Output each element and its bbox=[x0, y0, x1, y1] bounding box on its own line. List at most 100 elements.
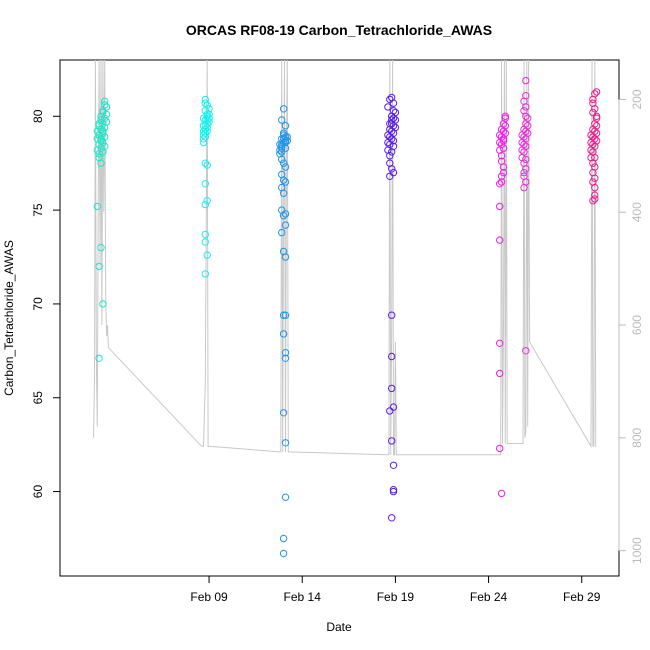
data-point bbox=[386, 95, 394, 104]
data-point bbox=[499, 163, 508, 171]
data-point bbox=[205, 110, 213, 119]
data-point bbox=[496, 180, 504, 188]
data-point bbox=[279, 534, 288, 543]
data-point bbox=[279, 330, 288, 338]
data-point bbox=[499, 144, 508, 152]
data-point bbox=[496, 339, 504, 347]
data-point bbox=[386, 152, 394, 160]
y-tick-label: 60 bbox=[31, 485, 45, 499]
data-point bbox=[95, 262, 103, 271]
x-tick-label: Feb 24 bbox=[470, 590, 508, 604]
data-point bbox=[524, 114, 532, 122]
x-tick-label: Feb 14 bbox=[284, 590, 322, 604]
data-point bbox=[205, 105, 213, 113]
data-point bbox=[592, 129, 601, 137]
data-point bbox=[391, 116, 400, 124]
data-point bbox=[589, 197, 597, 205]
data-point bbox=[591, 183, 599, 192]
data-point bbox=[389, 107, 398, 115]
data-point bbox=[203, 112, 211, 121]
data-point bbox=[391, 123, 400, 132]
data-point bbox=[388, 311, 396, 319]
x-tick-label: Feb 29 bbox=[563, 590, 601, 604]
right-tick-label: 400 bbox=[630, 202, 644, 222]
data-point bbox=[501, 112, 509, 121]
data-point bbox=[592, 112, 601, 121]
data-point bbox=[499, 137, 508, 145]
data-point bbox=[389, 99, 398, 107]
data-point bbox=[499, 168, 508, 177]
data-point bbox=[501, 129, 509, 137]
data-point bbox=[95, 354, 103, 362]
data-point bbox=[497, 172, 506, 181]
y-axis-label: Carbon_Tetrachloride_AWAS bbox=[2, 240, 16, 396]
data-point bbox=[99, 127, 107, 136]
data-point bbox=[496, 369, 504, 378]
x-tick-label: Feb 19 bbox=[377, 590, 415, 604]
data-point bbox=[199, 114, 208, 122]
y-tick-label: 75 bbox=[31, 203, 45, 217]
data-point bbox=[279, 311, 288, 319]
data-point bbox=[278, 228, 286, 237]
data-point bbox=[279, 409, 288, 417]
data-point bbox=[591, 174, 599, 182]
data-point bbox=[386, 120, 394, 128]
data-point bbox=[389, 487, 398, 496]
data-point bbox=[201, 159, 210, 167]
x-axis: Feb 09 Feb 14 Feb 19 Feb 24 Feb 29 bbox=[190, 575, 601, 604]
data-point bbox=[497, 178, 506, 186]
data-point bbox=[389, 461, 398, 469]
points-layer bbox=[93, 76, 601, 558]
data-point bbox=[522, 76, 530, 85]
data-point bbox=[102, 118, 111, 126]
data-point bbox=[93, 202, 102, 211]
data-point bbox=[203, 127, 211, 136]
data-point bbox=[389, 137, 398, 145]
data-point bbox=[203, 197, 211, 205]
data-point bbox=[388, 116, 396, 124]
data-point bbox=[203, 161, 211, 169]
data-point bbox=[278, 148, 286, 156]
data-point bbox=[205, 114, 213, 122]
pressure-trace-line bbox=[93, 59, 597, 456]
data-point bbox=[589, 95, 597, 104]
data-point bbox=[389, 486, 398, 494]
plot-frame bbox=[59, 59, 620, 577]
data-point bbox=[279, 105, 288, 113]
data-point bbox=[496, 444, 504, 453]
y-axis: 60 65 70 75 80 bbox=[31, 109, 61, 499]
data-point bbox=[386, 407, 394, 415]
data-point bbox=[201, 238, 210, 246]
x-axis-label: Date bbox=[326, 620, 352, 634]
data-point bbox=[281, 439, 290, 447]
data-point bbox=[592, 122, 601, 130]
data-point bbox=[589, 99, 597, 107]
data-point bbox=[281, 210, 290, 218]
right-tick-label: 1000 bbox=[630, 537, 644, 564]
data-point bbox=[201, 230, 210, 239]
right-tick-label: 200 bbox=[630, 89, 644, 109]
data-point bbox=[281, 354, 290, 362]
data-point bbox=[281, 349, 290, 357]
data-point bbox=[496, 236, 504, 244]
data-point bbox=[99, 300, 107, 308]
data-point bbox=[388, 514, 396, 522]
data-point bbox=[592, 137, 601, 145]
chart-title: ORCAS RF08-19 Carbon_Tetrachloride_AWAS bbox=[186, 22, 492, 38]
data-point bbox=[101, 142, 109, 151]
right-axis: 200 400 600 800 1000 bbox=[618, 89, 644, 564]
pressure-trace-layer bbox=[93, 59, 597, 456]
data-point bbox=[281, 137, 290, 145]
data-point bbox=[522, 92, 530, 100]
data-point bbox=[201, 200, 210, 209]
data-point bbox=[501, 122, 509, 130]
data-point bbox=[278, 142, 286, 151]
data-point bbox=[522, 347, 530, 355]
right-tick-label: 800 bbox=[630, 428, 644, 448]
data-point bbox=[497, 152, 506, 160]
data-point bbox=[386, 172, 394, 181]
data-point bbox=[201, 180, 210, 188]
data-point bbox=[279, 135, 288, 143]
data-point bbox=[95, 120, 103, 128]
